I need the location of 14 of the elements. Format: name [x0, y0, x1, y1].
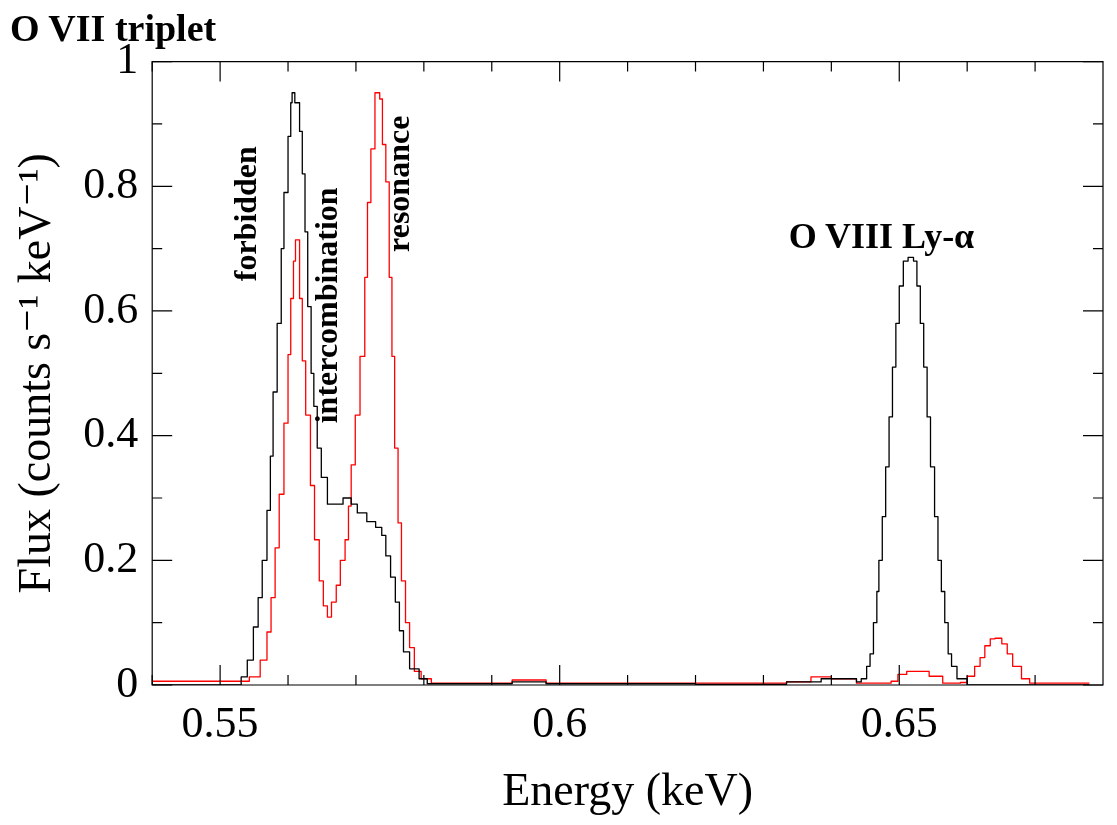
y-tick-label: 0.4: [83, 408, 139, 458]
x-tick-label: 0.6: [532, 697, 588, 747]
y-tick-label: 0.2: [83, 532, 139, 582]
y-axis-title: Flux (counts s⁻¹ keV⁻¹): [8, 153, 60, 594]
y-tick-label: 0.8: [83, 158, 139, 208]
x-tick-label: 0.65: [860, 697, 938, 747]
y-tick-label: 0: [116, 657, 139, 707]
x-axis-title: Energy (keV): [502, 764, 753, 816]
annotation: O VIII Ly-α: [788, 215, 975, 256]
annotation: resonance: [379, 115, 416, 252]
x-tick-label: 0.55: [181, 697, 259, 747]
y-tick-label: 0.6: [83, 283, 139, 333]
annotation: intercombination: [308, 187, 345, 424]
annotation: forbidden: [227, 145, 264, 282]
